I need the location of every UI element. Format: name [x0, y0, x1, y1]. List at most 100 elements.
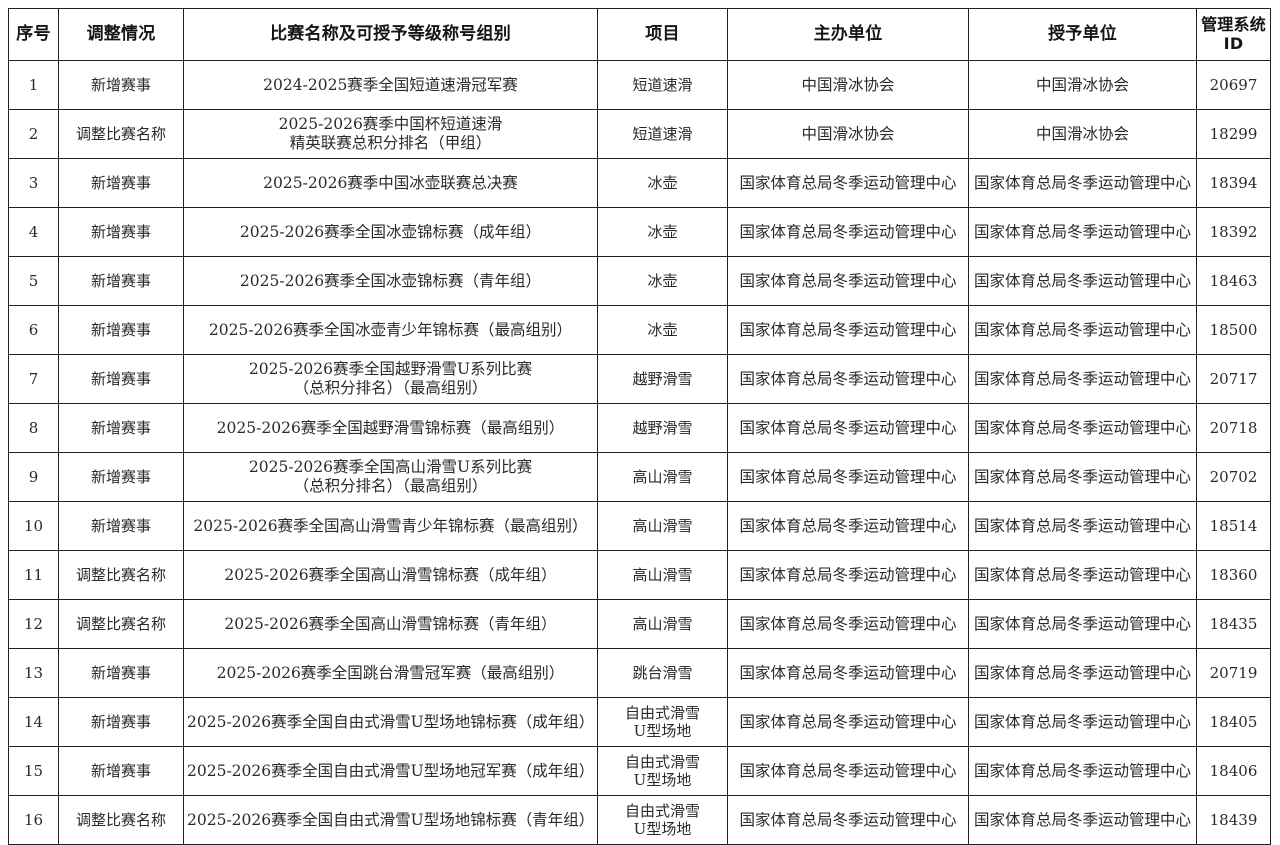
- cell-adjustment: 新增赛事: [58, 403, 184, 453]
- cell-seq-line1: 2: [28, 124, 39, 143]
- cell-adjustment-line1: 新增赛事: [90, 516, 151, 535]
- cell-competition-name: 2025-2026赛季全国自由式滑雪U型场地锦标赛（青年组）: [183, 795, 598, 845]
- cell-system-id: 18360: [1196, 550, 1271, 600]
- cell-seq-line1: 11: [23, 565, 44, 584]
- cell-seq: 13: [8, 648, 59, 698]
- cell-competition-name-line1: 2025-2026赛季全国自由式滑雪U型场地锦标赛（成年组）: [187, 712, 595, 731]
- cell-competition-name-line1: 2025-2026赛季中国冰壶联赛总决赛: [263, 173, 518, 192]
- cell-seq-line1: 9: [28, 467, 39, 486]
- cell-project-line1: 自由式滑雪: [624, 703, 700, 722]
- cell-adjustment: 新增赛事: [58, 158, 184, 208]
- cell-competition-name: 2025-2026赛季全国跳台滑雪冠军赛（最高组别）: [183, 648, 598, 698]
- cell-adjustment: 新增赛事: [58, 256, 184, 306]
- cell-competition-name: 2025-2026赛季全国高山滑雪青少年锦标赛（最高组别）: [183, 501, 598, 551]
- table-header: 序号 调整情况 比赛名称及可授予等级称号组别 项目 主办单位 授予单位 管理系统…: [8, 8, 1271, 61]
- cell-adjustment-line1: 调整比赛名称: [75, 124, 166, 143]
- table-row: 12 调整比赛名称 2025-2026赛季全国高山滑雪锦标赛（青年组） 高山滑雪 国家体…: [8, 599, 1271, 649]
- cell-system-id: 18439: [1196, 795, 1271, 845]
- cell-organizer: 国家体育总局冬季运动管理中心: [727, 354, 969, 404]
- table-row: 10 新增赛事 2025-2026赛季全国高山滑雪青少年锦标赛（最高组别） 高山滑雪 国…: [8, 501, 1271, 551]
- cell-system-id-line1: 18463: [1209, 271, 1258, 290]
- cell-organizer: 中国滑冰协会: [727, 109, 969, 159]
- cell-adjustment: 新增赛事: [58, 501, 184, 551]
- cell-grantor: 国家体育总局冬季运动管理中心: [968, 648, 1197, 698]
- cell-adjustment-line1: 调整比赛名称: [75, 614, 166, 633]
- cell-seq: 8: [8, 403, 59, 453]
- cell-competition-name: 2025-2026赛季全国冰壶锦标赛（青年组）: [183, 256, 598, 306]
- table-row: 6 新增赛事 2025-2026赛季全国冰壶青少年锦标赛（最高组别） 冰壶 国家体育总局…: [8, 305, 1271, 355]
- cell-grantor-line1: 国家体育总局冬季运动管理中心: [973, 418, 1191, 437]
- column-header-adjustment: 调整情况: [58, 8, 184, 61]
- cell-grantor-line1: 国家体育总局冬季运动管理中心: [973, 712, 1191, 731]
- cell-seq-line1: 10: [23, 516, 44, 535]
- cell-project: 高山滑雪: [597, 501, 728, 551]
- cell-organizer: 国家体育总局冬季运动管理中心: [727, 550, 969, 600]
- cell-organizer: 国家体育总局冬季运动管理中心: [727, 648, 969, 698]
- cell-project-line1: 越野滑雪: [632, 369, 693, 388]
- cell-system-id: 20702: [1196, 452, 1271, 502]
- cell-seq: 3: [8, 158, 59, 208]
- cell-system-id-line1: 20702: [1209, 467, 1258, 486]
- table-body: 1 新增赛事 2024-2025赛季全国短道速滑冠军赛 短道速滑 中国滑冰协会 中国滑冰协…: [8, 60, 1271, 845]
- cell-competition-name-line1: 2025-2026赛季全国越野滑雪锦标赛（最高组别）: [216, 418, 565, 437]
- cell-system-id-line1: 18299: [1209, 124, 1258, 143]
- cell-system-id-line1: 20718: [1209, 418, 1258, 437]
- column-header-competition-name: 比赛名称及可授予等级称号组别: [183, 8, 598, 61]
- cell-project-line1: 高山滑雪: [632, 516, 693, 535]
- cell-organizer: 国家体育总局冬季运动管理中心: [727, 599, 969, 649]
- cell-seq-line1: 3: [28, 173, 39, 192]
- cell-adjustment-line1: 新增赛事: [90, 418, 151, 437]
- cell-adjustment: 新增赛事: [58, 207, 184, 257]
- header-row: 序号 调整情况 比赛名称及可授予等级称号组别 项目 主办单位 授予单位 管理系统…: [8, 8, 1271, 61]
- cell-organizer-line1: 国家体育总局冬季运动管理中心: [739, 614, 957, 633]
- table-row: 2 调整比赛名称 2025-2026赛季中国杯短道速滑 精英联赛总积分排名（甲组） 短道…: [8, 109, 1271, 159]
- cell-project: 短道速滑: [597, 60, 728, 110]
- cell-grantor: 国家体育总局冬季运动管理中心: [968, 501, 1197, 551]
- cell-system-id: 20719: [1196, 648, 1271, 698]
- column-header-grantor: 授予单位: [968, 8, 1197, 61]
- cell-system-id: 18406: [1196, 746, 1271, 796]
- table-row: 5 新增赛事 2025-2026赛季全国冰壶锦标赛（青年组） 冰壶 国家体育总局冬季运动…: [8, 256, 1271, 306]
- cell-system-id: 18299: [1196, 109, 1271, 159]
- cell-grantor-line1: 国家体育总局冬季运动管理中心: [973, 271, 1191, 290]
- table-row: 3 新增赛事 2025-2026赛季中国冰壶联赛总决赛 冰壶 国家体育总局冬季运动管理中…: [8, 158, 1271, 208]
- cell-competition-name-line1: 2025-2026赛季全国冰壶青少年锦标赛（最高组别）: [208, 320, 573, 339]
- cell-organizer: 国家体育总局冬季运动管理中心: [727, 305, 969, 355]
- cell-grantor: 国家体育总局冬季运动管理中心: [968, 697, 1197, 747]
- cell-grantor-line1: 国家体育总局冬季运动管理中心: [973, 516, 1191, 535]
- cell-project: 短道速滑: [597, 109, 728, 159]
- cell-competition-name-line1: 2025-2026赛季全国高山滑雪U系列比赛: [248, 458, 533, 477]
- cell-grantor: 中国滑冰协会: [968, 109, 1197, 159]
- cell-system-id-line1: 18406: [1209, 761, 1258, 780]
- cell-competition-name: 2024-2025赛季全国短道速滑冠军赛: [183, 60, 598, 110]
- cell-system-id-line1: 18514: [1209, 516, 1258, 535]
- cell-organizer: 国家体育总局冬季运动管理中心: [727, 403, 969, 453]
- cell-organizer-line1: 国家体育总局冬季运动管理中心: [739, 271, 957, 290]
- column-header-system-id-line1: 管理系统: [1201, 15, 1266, 35]
- cell-adjustment: 新增赛事: [58, 452, 184, 502]
- cell-adjustment-line1: 新增赛事: [90, 761, 151, 780]
- cell-project-line1: 跳台滑雪: [632, 663, 693, 682]
- cell-grantor: 国家体育总局冬季运动管理中心: [968, 452, 1197, 502]
- cell-grantor: 国家体育总局冬季运动管理中心: [968, 550, 1197, 600]
- cell-grantor: 国家体育总局冬季运动管理中心: [968, 599, 1197, 649]
- cell-system-id: 18405: [1196, 697, 1271, 747]
- cell-grantor-line1: 国家体育总局冬季运动管理中心: [973, 222, 1191, 241]
- cell-system-id: 18435: [1196, 599, 1271, 649]
- cell-competition-name: 2025-2026赛季全国冰壶青少年锦标赛（最高组别）: [183, 305, 598, 355]
- cell-competition-name: 2025-2026赛季全国自由式滑雪U型场地冠军赛（成年组）: [183, 746, 598, 796]
- cell-adjustment-line1: 调整比赛名称: [75, 565, 166, 584]
- cell-competition-name: 2025-2026赛季中国冰壶联赛总决赛: [183, 158, 598, 208]
- cell-adjustment: 新增赛事: [58, 354, 184, 404]
- cell-grantor-line1: 国家体育总局冬季运动管理中心: [973, 565, 1191, 584]
- cell-organizer-line1: 国家体育总局冬季运动管理中心: [739, 369, 957, 388]
- table-row: 1 新增赛事 2024-2025赛季全国短道速滑冠军赛 短道速滑 中国滑冰协会 中国滑冰协…: [8, 60, 1271, 110]
- cell-grantor: 国家体育总局冬季运动管理中心: [968, 746, 1197, 796]
- cell-adjustment: 调整比赛名称: [58, 795, 184, 845]
- cell-organizer: 中国滑冰协会: [727, 60, 969, 110]
- cell-grantor: 国家体育总局冬季运动管理中心: [968, 305, 1197, 355]
- cell-competition-name: 2025-2026赛季全国高山滑雪锦标赛（成年组）: [183, 550, 598, 600]
- cell-project-line2: U型场地: [633, 722, 692, 740]
- cell-system-id-line1: 18405: [1209, 712, 1258, 731]
- cell-system-id-line1: 18392: [1209, 222, 1258, 241]
